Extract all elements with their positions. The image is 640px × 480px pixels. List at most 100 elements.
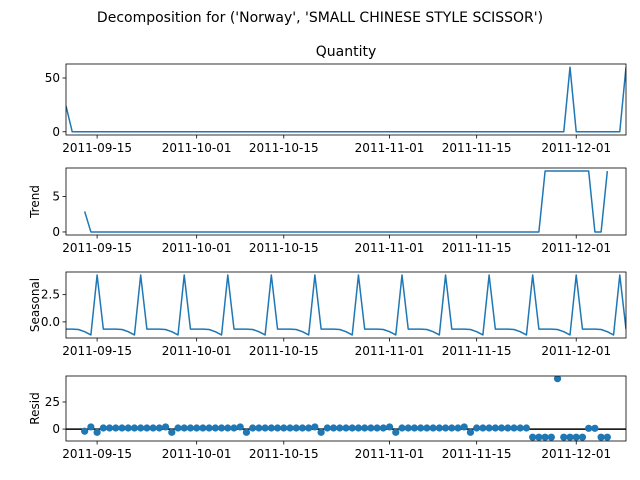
resid-point [267, 424, 275, 432]
resid-point [143, 424, 151, 432]
resid-point [417, 424, 425, 432]
resid-point [585, 424, 593, 432]
resid-point [572, 433, 580, 441]
resid-point [81, 427, 89, 435]
resid-point [286, 424, 294, 432]
x-tick-label: 2011-11-15 [442, 241, 512, 255]
resid-point [329, 424, 338, 432]
resid-point [460, 423, 468, 431]
resid-point [342, 424, 350, 432]
resid-point [217, 424, 226, 432]
series-trend [83, 170, 609, 233]
resid-point [211, 424, 219, 432]
x-tick-label: 2011-09-15 [62, 344, 132, 358]
x-tick-label: 2011-11-15 [442, 447, 512, 461]
x-tick-label: 2011-09-15 [62, 447, 132, 461]
x-tick-label: 2011-12-01 [541, 241, 611, 255]
series-resid [66, 376, 626, 441]
panel-resid: Resid 0 25 2011-09-15 2011-10-01 2011-10-15 20… [28, 375, 627, 461]
resid-point [497, 424, 506, 432]
resid-point [174, 424, 182, 432]
figure-title: Decomposition for ('Norway', 'SMALL CHIN… [97, 10, 543, 26]
resid-point [317, 428, 325, 436]
resid-point [99, 424, 107, 432]
resid-point [249, 424, 257, 432]
series-seasonal [66, 274, 626, 336]
x-tick-label: 2011-12-01 [541, 344, 611, 358]
x-tick-label: 2011-10-15 [249, 241, 319, 255]
resid-point [199, 424, 207, 432]
trend-line [83, 170, 609, 233]
panel-title: Quantity [316, 44, 377, 60]
resid-point [404, 424, 412, 432]
resid-point [168, 428, 176, 436]
resid-point [541, 433, 549, 441]
resid-point [491, 424, 499, 432]
resid-point [180, 424, 188, 432]
resid-point [597, 433, 605, 441]
y-tick-label: 0 [52, 225, 60, 239]
resid-point [149, 424, 157, 432]
resid-point [323, 424, 331, 432]
resid-point [385, 423, 394, 431]
resid-point [560, 433, 568, 441]
panel-observed: Quantity 0 50 2011-09-15 2011-10-01 2011-10-1… [45, 44, 627, 155]
resid-point [273, 424, 282, 432]
resid-point [479, 424, 487, 432]
resid-point [205, 424, 213, 432]
resid-point [224, 424, 232, 432]
y-axis-label: Resid [28, 392, 42, 424]
resid-point [367, 424, 375, 432]
x-tick-label: 2011-10-15 [249, 344, 319, 358]
resid-point [466, 428, 475, 436]
axes-frame [65, 375, 627, 442]
y-axis-label: Seasonal [28, 278, 42, 332]
seasonal-line [66, 274, 626, 336]
resid-point [535, 433, 543, 441]
resid-point [485, 424, 493, 432]
resid-point [130, 424, 139, 432]
y-tick-label: 0 [52, 125, 60, 139]
resid-point [578, 433, 587, 441]
y-tick-label: 0 [52, 422, 60, 436]
x-tick-label: 2011-10-01 [162, 141, 232, 155]
resid-point [305, 424, 313, 432]
x-tick-label: 2011-12-01 [541, 447, 611, 461]
y-tick-label: 5 [52, 190, 60, 204]
resid-point [454, 424, 462, 432]
y-tick-label: 50 [45, 71, 60, 85]
resid-point [118, 424, 126, 432]
x-tick-label: 2011-11-01 [355, 344, 425, 358]
resid-point [112, 424, 120, 432]
resid-point [504, 424, 512, 432]
resid-point [161, 423, 170, 431]
x-tick-label: 2011-10-15 [249, 141, 319, 155]
y-tick-label: 25 [45, 395, 60, 409]
resid-point [603, 433, 611, 441]
x-tick-label: 2011-10-01 [162, 447, 232, 461]
resid-point [361, 424, 369, 432]
axes-frame [65, 63, 627, 136]
resid-point [242, 428, 251, 436]
x-tick-label: 2011-11-01 [355, 241, 425, 255]
resid-point [591, 424, 599, 432]
resid-point [280, 424, 288, 432]
axes-frame [65, 167, 627, 236]
resid-point [435, 424, 443, 432]
resid-point [193, 424, 201, 432]
x-tick-label: 2011-10-01 [162, 241, 232, 255]
resid-point [410, 424, 419, 432]
resid-point [398, 424, 406, 432]
x-tick-label: 2011-12-01 [541, 141, 611, 155]
resid-point [423, 424, 431, 432]
resid-point [354, 424, 363, 432]
resid-point [105, 424, 114, 432]
resid-point [448, 424, 456, 432]
resid-point [230, 424, 238, 432]
y-tick-label: 0.0 [41, 315, 60, 329]
x-tick-label: 2011-10-15 [249, 447, 319, 461]
resid-point [429, 424, 437, 432]
resid-point [186, 424, 195, 432]
resid-point [261, 424, 269, 432]
